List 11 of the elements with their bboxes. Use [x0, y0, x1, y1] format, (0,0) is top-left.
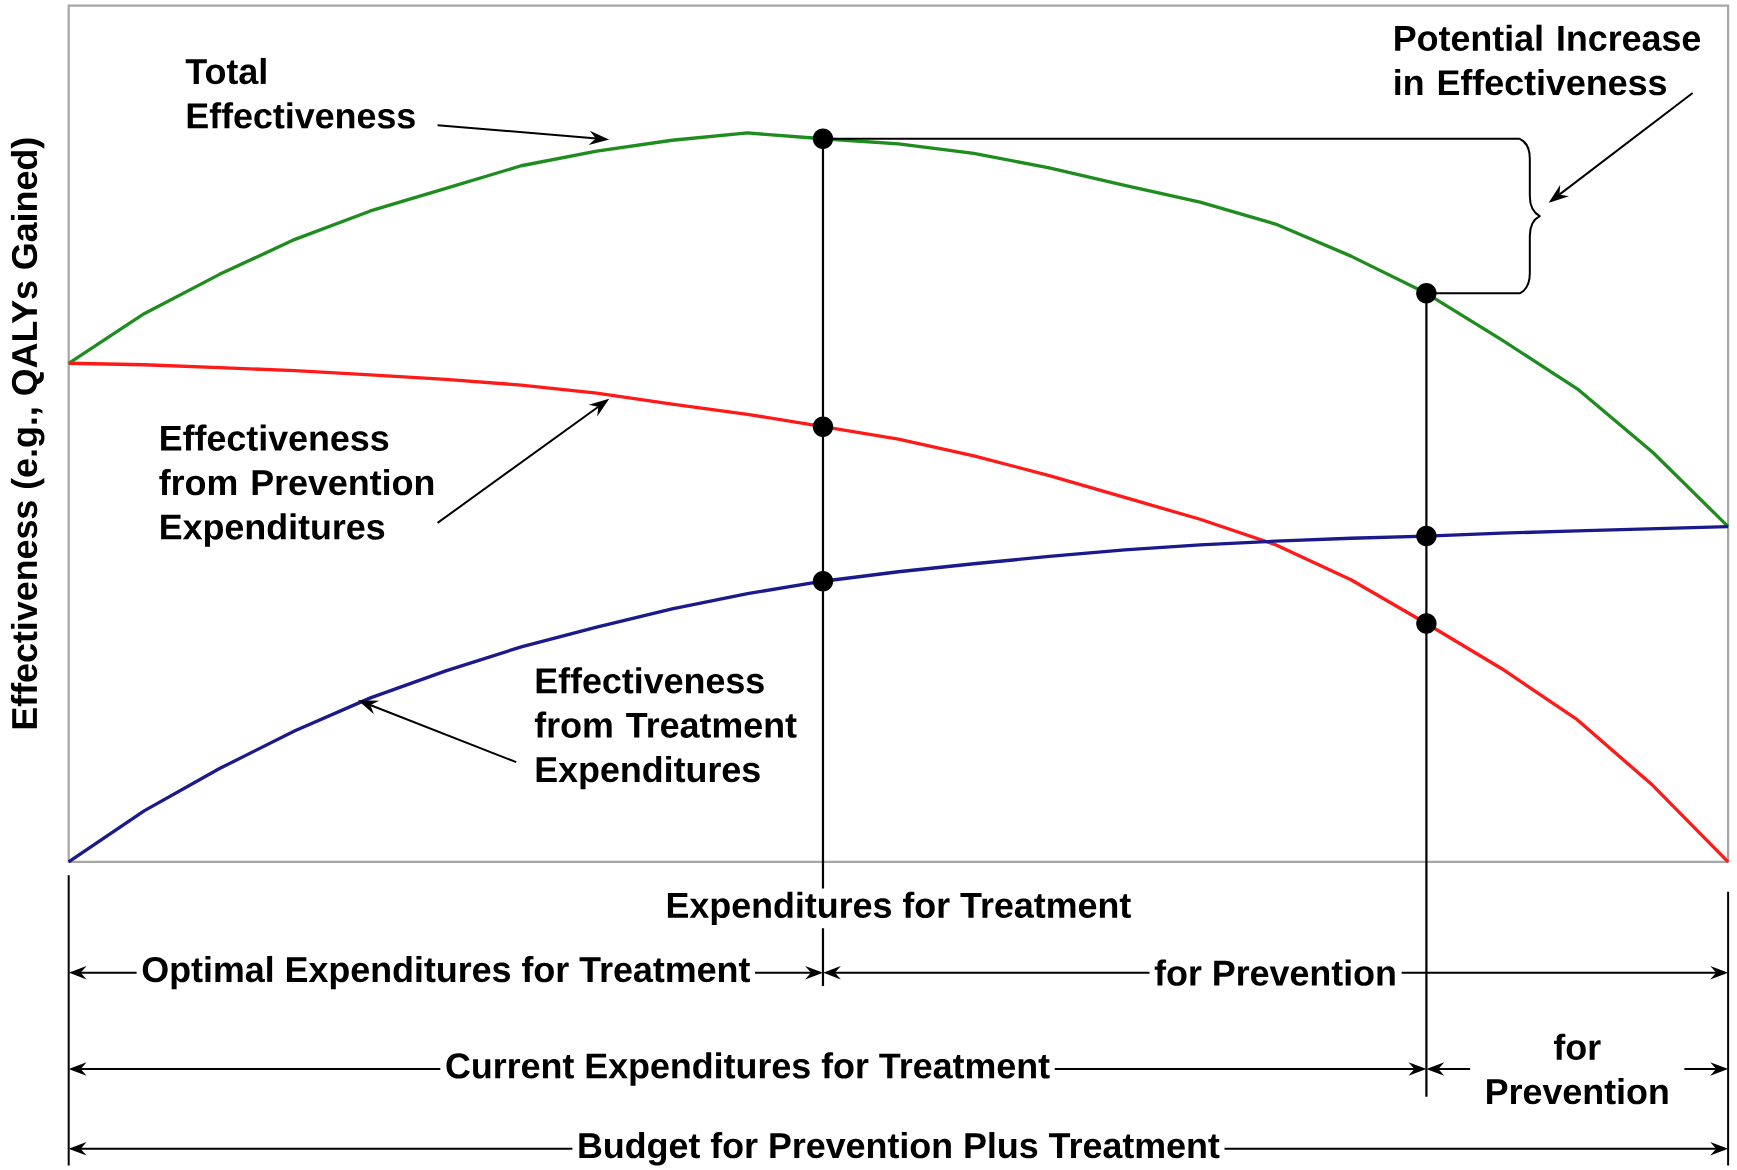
text: Current Expenditures for Treatment	[446, 1052, 1050, 1086]
y-axis-title: Effectiveness (e.g., QALYs Gained)	[10, 138, 45, 729]
text: for Prevention	[1487, 1033, 1668, 1105]
text: Total Effectiveness	[185, 58, 415, 129]
annotation: Effectiveness from Treatment Expenditures	[534, 667, 797, 790]
text: Optimal Expenditures for Treatment	[142, 956, 750, 990]
text: Expenditures for Treatment	[667, 891, 1131, 926]
text: for Prevention	[1154, 959, 1395, 986]
text: Potential Increase in Effectiveness	[1395, 24, 1701, 96]
text: Budget for Prevention Plus Treatment	[579, 1132, 1220, 1166]
annotation: Effectiveness from Prevention Expenditures	[159, 424, 434, 547]
